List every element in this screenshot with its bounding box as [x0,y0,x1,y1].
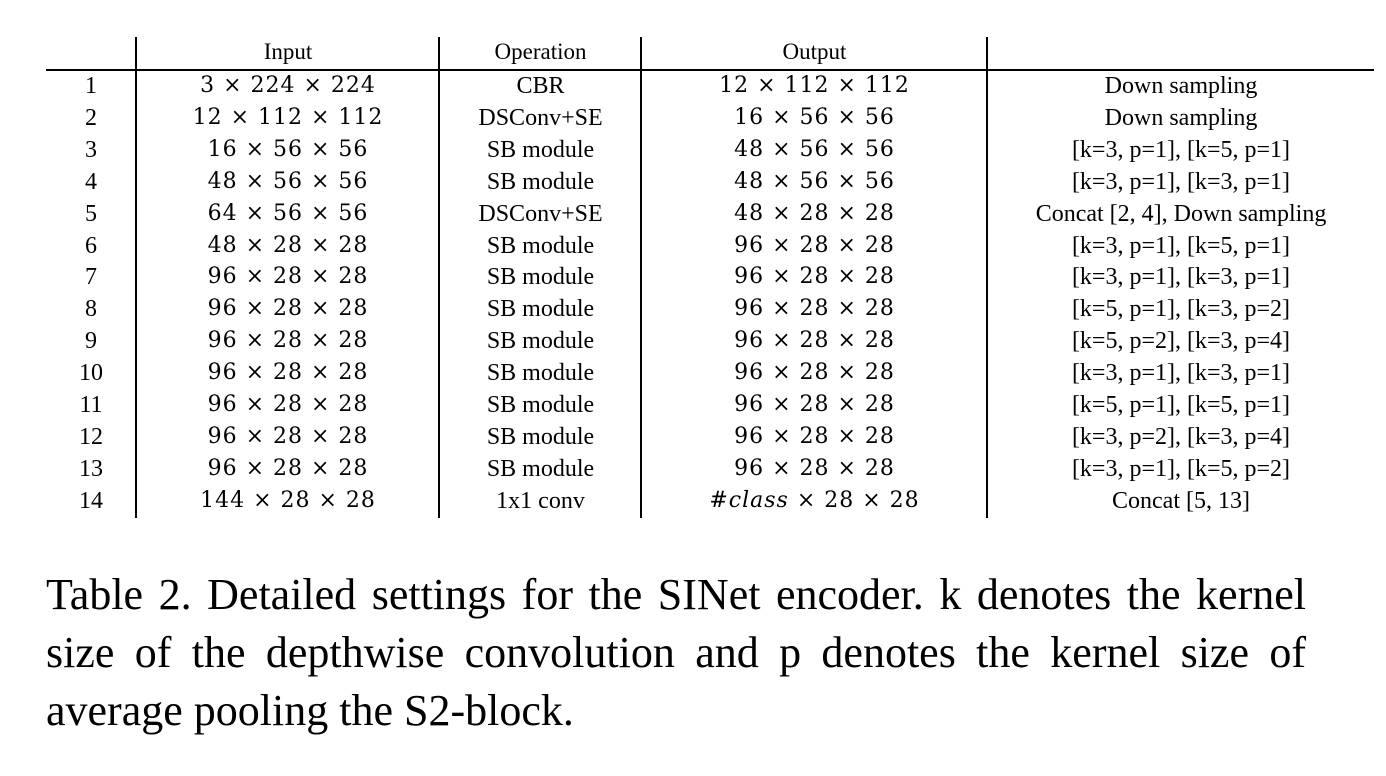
row-output: 48 × 56 × 56 [734,136,895,162]
row-operation: CBR [516,73,565,99]
row-index: 13 [79,455,103,482]
row-output: #class × 28 × 28 [709,487,920,513]
row-operation: SB module [486,360,595,387]
row-operation: SB module [486,455,595,482]
row-index: 5 [85,200,97,227]
row-operation: DSConv+SE [478,200,603,227]
row-input: 96 × 28 × 28 [207,360,369,386]
row-output: 12 × 112 × 112 [719,73,910,98]
row-output: 48 × 56 × 56 [734,168,895,194]
row-index: 11 [79,392,103,418]
row-index: 3 [85,136,97,163]
column-rule-4 [986,37,988,518]
row-note: [k=5, p=1], [k=5, p=1] [1071,392,1291,418]
row-output: 96 × 28 × 28 [734,296,895,322]
caption-text: Table 2. Detailed settings for the SINet… [46,570,1306,735]
row-output: 96 × 28 × 28 [734,455,895,481]
row-input: 96 × 28 × 28 [207,328,369,354]
header-rule [46,69,1374,71]
row-note: [k=3, p=1], [k=3, p=1] [1071,168,1291,195]
row-operation: SB module [486,264,595,291]
row-input: 96 × 28 × 28 [207,423,369,449]
row-input: 3 × 224 × 224 [200,73,376,98]
row-note: [k=3, p=1], [k=5, p=1] [1071,232,1291,259]
row-index: 14 [79,487,103,514]
row-input: 96 × 28 × 28 [207,455,369,481]
row-operation: DSConv+SE [478,104,603,131]
row-input: 16 × 56 × 56 [207,136,369,162]
row-output: 48 × 28 × 28 [734,200,895,226]
row-index: 2 [85,104,97,131]
column-rule-2 [438,37,440,518]
row-note: Concat [2, 4], Down sampling [1035,200,1327,227]
header-operation: Operation [494,39,587,64]
row-operation: SB module [486,423,595,450]
header-index [46,36,136,68]
row-output: 96 × 28 × 28 [734,264,895,290]
row-index: 4 [85,168,97,195]
column-rule-1 [135,37,137,518]
row-index: 6 [85,232,97,259]
header-output: Output [782,39,847,64]
row-input: 12 × 112 × 112 [192,104,384,130]
column-rule-3 [640,37,642,518]
row-input: 96 × 28 × 28 [207,296,369,322]
row-output: 96 × 28 × 28 [734,328,895,354]
row-operation: 1x1 conv [496,487,585,514]
row-note: [k=3, p=1], [k=3, p=1] [1071,360,1291,387]
row-note: [k=5, p=2], [k=3, p=4] [1071,328,1291,355]
row-operation: SB module [486,328,595,355]
row-operation: SB module [486,168,595,195]
row-index: 1 [85,73,97,99]
header-input: Input [263,39,313,64]
row-note: Concat [5, 13] [1112,487,1250,514]
row-index: 8 [85,296,97,323]
row-note: Down sampling [1104,73,1258,99]
header-note [988,36,1374,68]
row-index: 12 [79,423,103,450]
row-input: 48 × 28 × 28 [207,232,369,258]
row-input: 144 × 28 × 28 [200,487,376,513]
row-note: [k=3, p=1], [k=5, p=2] [1071,455,1291,482]
row-note: [k=3, p=1], [k=3, p=1] [1071,264,1291,291]
row-index: 10 [79,360,103,387]
row-output: 96 × 28 × 28 [734,232,895,258]
row-output: 96 × 28 × 28 [734,423,895,449]
row-input: 48 × 56 × 56 [207,168,369,194]
row-output: 96 × 28 × 28 [734,392,895,417]
row-note: [k=3, p=1], [k=5, p=1] [1071,136,1291,163]
row-operation: SB module [486,136,595,163]
row-input: 64 × 56 × 56 [207,200,369,226]
row-output: 96 × 28 × 28 [734,360,895,386]
table-caption: Table 2. Detailed settings for the SINet… [46,566,1306,740]
row-input: 96 × 28 × 28 [207,392,369,417]
row-note: Down sampling [1104,104,1258,131]
row-operation: SB module [486,392,595,418]
row-output: 16 × 56 × 56 [734,104,895,130]
row-index: 7 [85,264,97,291]
row-operation: SB module [486,232,595,259]
row-operation: SB module [486,296,595,323]
row-note: [k=5, p=1], [k=3, p=2] [1071,296,1291,323]
row-input: 96 × 28 × 28 [207,264,369,290]
row-index: 9 [85,328,97,355]
row-note: [k=3, p=2], [k=3, p=4] [1071,423,1291,450]
